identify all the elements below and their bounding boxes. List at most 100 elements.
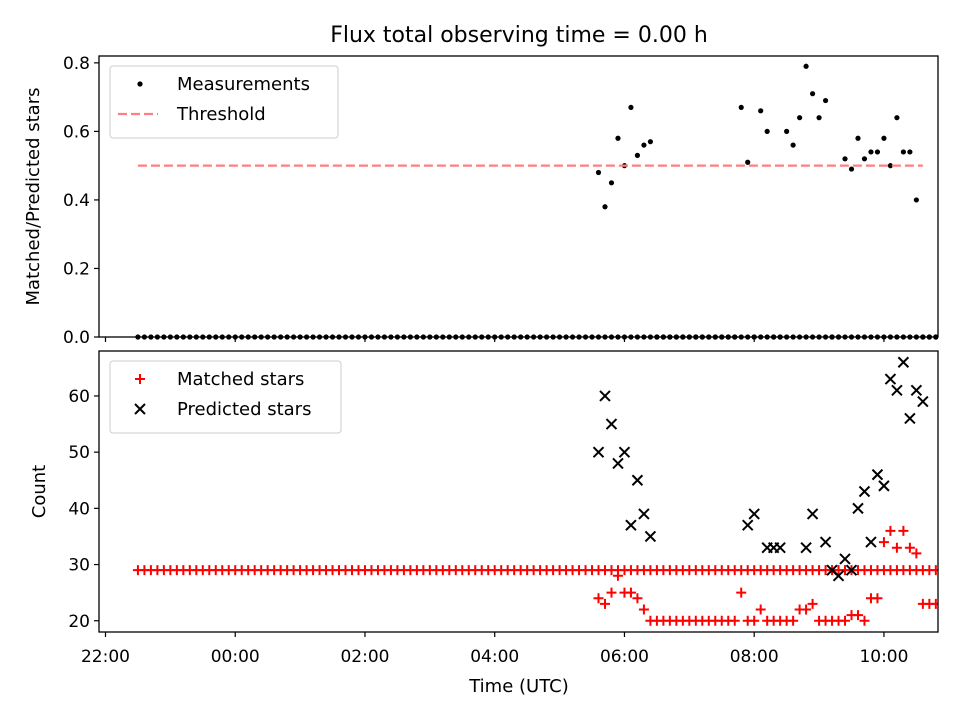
y-tick-label: 0.0 [63,328,90,348]
measurements-point [855,135,861,141]
x-tick-label: 02:00 [340,647,389,667]
matched-stars-point [911,548,922,559]
matched-stars-point [599,598,610,609]
x-tick-label: 22:00 [81,647,130,667]
predicted-stars-point [832,570,845,582]
predicted-stars-point [852,502,864,515]
matched-stars-point [729,615,740,626]
y-tick-label: 50 [68,443,90,463]
measurements-point [790,142,796,148]
matched-stars-point [736,587,747,598]
legend: Matched stars Predicted stars [109,360,342,434]
predicted-stars-point [845,564,858,576]
x-tick-label: 04:00 [470,647,519,667]
y-tick-label: 30 [68,556,90,576]
measurements-point [868,149,874,155]
predicted-stars-point [819,536,832,548]
measurements-point [608,180,615,186]
y-tick-label: 60 [68,387,90,407]
measurements-point [784,128,790,134]
x-axis-label: Time (UTC) [468,676,569,697]
legend-entry-measurements: Measurements [137,74,310,95]
measurements-point [894,115,900,121]
predicted-stars-point [742,519,754,531]
matched-stars-point [801,604,812,615]
matched-stars-point [606,587,617,598]
predicted-stars-point [592,446,605,458]
predicted-stars-point [806,508,819,520]
y-tick-label: 0.6 [63,122,90,142]
measurements-point [881,135,887,141]
axes-frame [98,350,939,633]
bottom-panel-counts: 20 30 40 50 60 22:00 00:00 02:00 04:00 06:00 08:00… [29,350,939,667]
measurements-point [745,159,751,165]
y-tick-label: 0.4 [63,191,90,211]
legend-label: Measurements [177,74,310,95]
matched-stars-point [898,525,909,536]
legend-box [109,65,339,139]
legend-label: Predicted stars [177,399,311,420]
predicted-stars-point [774,541,786,554]
predicted-stars-point [904,412,916,425]
measurements-point [602,204,608,210]
y-tick-label: 40 [68,499,90,519]
measurements-point [809,91,816,97]
legend-entry-threshold: Threshold [118,104,266,125]
measurements-point [913,197,919,203]
predicted-stars-point [839,553,851,565]
legend-entry-matched-stars: Matched stars [135,369,304,390]
measurements-point [647,139,654,145]
legend-swatch [135,374,145,384]
matched-stars-point [788,615,799,626]
measurements-point [797,115,803,121]
predicted-stars-point [612,457,624,470]
axes-frame [98,55,939,338]
predicted-stars-point [858,485,871,498]
figure-title: Flux total observing time = 0.00 h [330,23,708,48]
legend-label: Threshold [176,104,266,125]
predicted-stars-point [917,395,929,408]
measurements-point [628,104,634,111]
legend-label: Matched stars [177,369,304,390]
measurements-point [803,63,809,69]
measurements-point [900,149,907,155]
x-tick-label: 08:00 [730,647,779,667]
predicted-stars-point [800,541,812,554]
predicted-stars-point [605,418,618,430]
matched-stars-point [749,615,760,626]
matched-stars-point [638,604,649,615]
measurements-point [764,128,770,134]
predicted-stars-point [897,356,910,368]
legend-box [109,360,342,434]
matched-stars-point [878,537,889,548]
measurements-point [907,149,913,155]
measurements-point [595,169,602,176]
predicted-stars-point [599,390,611,402]
y-tick-label: 0.8 [63,54,90,74]
y-axis-label: Matched/Predicted stars [23,88,44,306]
x-tick-label: 06:00 [600,647,649,667]
matched-stars-point [807,598,818,609]
matched-stars-point [885,525,896,536]
legend-entry-predicted-stars: Predicted stars [134,399,311,420]
matched-stars-point [625,587,636,598]
legend: Measurements Threshold [109,65,339,139]
matched-stars-point [840,615,851,626]
measurements-point [887,163,894,169]
predicted-stars-point [748,508,760,520]
predicted-stars-point [638,508,650,520]
predicted-stars-point [878,480,890,492]
predicted-stars-point [618,446,631,458]
matched-stars-point [859,615,870,626]
x-tick-label: 00:00 [211,647,260,667]
measurements-point [848,166,855,172]
measurements-point [641,142,647,148]
measurements-point [874,149,881,155]
measurements-point [758,108,764,114]
legend-swatch [137,81,143,87]
measurements-point [816,115,822,121]
predicted-stars-point [625,519,637,531]
measurements-point [822,97,829,104]
predicted-stars-point [871,468,884,481]
y-tick-label: 20 [68,612,90,632]
